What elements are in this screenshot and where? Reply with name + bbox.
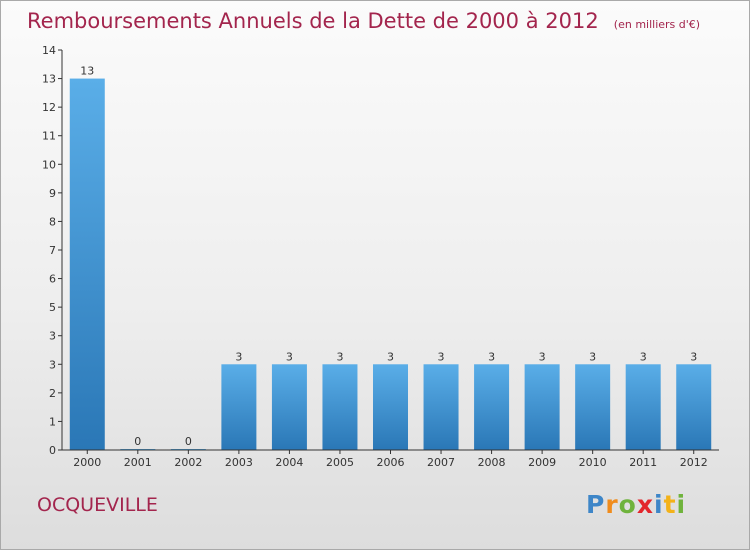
bar bbox=[221, 364, 257, 450]
x-tick-label: 2000 bbox=[73, 456, 101, 469]
x-tick-label: 2005 bbox=[326, 456, 354, 469]
commune-name: OCQUEVILLE bbox=[37, 494, 158, 516]
bar bbox=[69, 78, 105, 451]
data-label: 3 bbox=[286, 350, 293, 363]
bar bbox=[322, 364, 358, 450]
y-tick-label: 13 bbox=[42, 73, 56, 86]
x-tick-label: 2011 bbox=[629, 456, 657, 469]
y-tick-label: 12 bbox=[42, 101, 56, 114]
y-tick-label: 0 bbox=[49, 444, 56, 457]
data-label: 13 bbox=[80, 65, 94, 78]
bar bbox=[575, 364, 611, 450]
logo-letter: t bbox=[663, 490, 677, 519]
x-tick-label: 2008 bbox=[478, 456, 506, 469]
bar bbox=[423, 364, 459, 450]
bar bbox=[373, 364, 408, 450]
y-tick-label: 5 bbox=[49, 301, 56, 314]
data-label: 3 bbox=[589, 350, 596, 363]
chart-subtitle: (en milliers d'€) bbox=[613, 18, 701, 31]
proxiti-logo[interactable]: Proxiti bbox=[586, 490, 686, 519]
logo-letter: i bbox=[676, 490, 687, 519]
y-tick-label: 9 bbox=[49, 187, 56, 200]
x-tick-label: 2003 bbox=[225, 456, 253, 469]
y-tick-label: 8 bbox=[49, 215, 56, 228]
data-label: 3 bbox=[690, 350, 697, 363]
bar bbox=[524, 364, 560, 450]
logo-letter: o bbox=[618, 490, 637, 519]
data-label: 0 bbox=[134, 435, 141, 448]
data-label: 3 bbox=[387, 350, 394, 363]
y-tick-label: 14 bbox=[42, 44, 56, 57]
x-tick-label: 2002 bbox=[174, 456, 202, 469]
y-tick-label: 1 bbox=[49, 415, 56, 428]
x-tick-label: 2009 bbox=[528, 456, 556, 469]
data-label: 3 bbox=[336, 350, 343, 363]
labels-group: 13 0 0 3 3 3 3 3 3 3 3 3 3 bbox=[80, 65, 697, 448]
bar bbox=[271, 364, 307, 450]
data-label: 3 bbox=[438, 350, 445, 363]
y-tick-label: 10 bbox=[42, 158, 56, 171]
y-tick-label: 3 bbox=[49, 330, 56, 343]
y-tick-label: 11 bbox=[42, 130, 56, 143]
logo-letter: P bbox=[586, 490, 606, 519]
data-label: 3 bbox=[235, 350, 242, 363]
bar bbox=[676, 364, 712, 450]
data-label: 3 bbox=[539, 350, 546, 363]
data-label: 3 bbox=[640, 350, 647, 363]
y-tick-label: 2 bbox=[49, 387, 56, 400]
x-tick-label: 2006 bbox=[377, 456, 405, 469]
y-tick-label: 6 bbox=[49, 273, 56, 286]
bar bbox=[625, 364, 661, 450]
chart-title: Remboursements Annuels de la Dette de 20… bbox=[27, 9, 599, 33]
x-tick-label: 2010 bbox=[579, 456, 607, 469]
bar bbox=[474, 364, 510, 450]
logo-letter: r bbox=[605, 490, 619, 519]
data-label: 0 bbox=[185, 435, 192, 448]
y-tick-label: 3 bbox=[49, 358, 56, 371]
data-label: 3 bbox=[488, 350, 495, 363]
logo-letter: i bbox=[654, 490, 664, 519]
x-tick-label: 2001 bbox=[124, 456, 152, 469]
x-tick-label: 2004 bbox=[275, 456, 303, 469]
bars-group bbox=[69, 78, 712, 451]
title-row: Remboursements Annuels de la Dette de 20… bbox=[27, 9, 700, 33]
y-tick-label: 7 bbox=[49, 244, 56, 257]
x-tick-label: 2012 bbox=[680, 456, 708, 469]
logo-letter: x bbox=[636, 490, 654, 519]
x-tick-label: 2007 bbox=[427, 456, 455, 469]
